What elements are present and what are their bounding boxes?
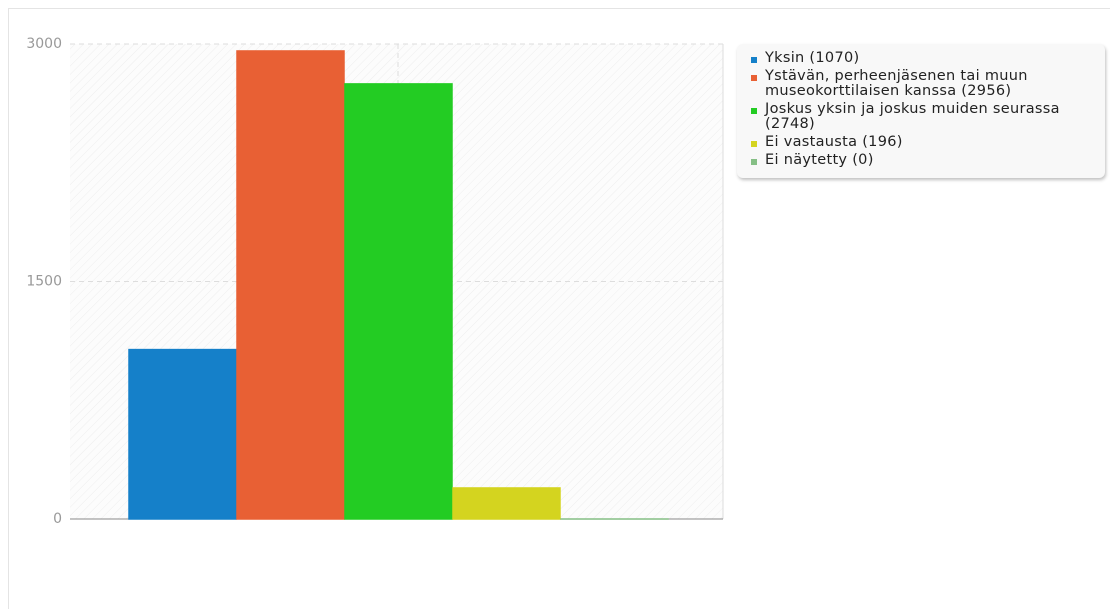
bar bbox=[129, 350, 236, 519]
bar bbox=[345, 84, 452, 519]
legend-item: Yksin (1070) bbox=[745, 51, 1097, 66]
bar bbox=[237, 51, 344, 519]
page: 0 1500 3000 Yksin (1070) Ystävän, perheenjä… bbox=[0, 0, 1110, 594]
y-tick-label: 1500 bbox=[26, 274, 62, 290]
chart: 0 1500 3000 bbox=[0, 0, 730, 594]
legend-swatch bbox=[751, 141, 757, 147]
legend-swatch bbox=[751, 159, 757, 165]
legend-label: Yksin (1070) bbox=[765, 51, 1095, 66]
legend-item: Ei vastausta (196) bbox=[745, 135, 1097, 150]
legend-label: Ystävän, perheenjäsenen tai muun museoko… bbox=[765, 69, 1095, 99]
legend-swatch bbox=[751, 75, 757, 81]
legend-swatch bbox=[751, 108, 757, 114]
y-tick-label: 0 bbox=[53, 511, 62, 527]
legend-label: Ei näytetty (0) bbox=[765, 153, 1095, 168]
legend-label: Joskus yksin ja joskus muiden seurassa (… bbox=[765, 102, 1095, 132]
bar bbox=[453, 488, 560, 519]
legend-item: Joskus yksin ja joskus muiden seurassa (… bbox=[745, 102, 1097, 132]
legend-item: Ei näytetty (0) bbox=[745, 153, 1097, 168]
legend: Yksin (1070) Ystävän, perheenjäsenen tai … bbox=[737, 44, 1105, 178]
legend-label: Ei vastausta (196) bbox=[765, 135, 1095, 150]
legend-item: Ystävän, perheenjäsenen tai muun museoko… bbox=[745, 69, 1097, 99]
legend-swatch bbox=[751, 57, 757, 63]
y-tick-label: 3000 bbox=[26, 36, 62, 52]
